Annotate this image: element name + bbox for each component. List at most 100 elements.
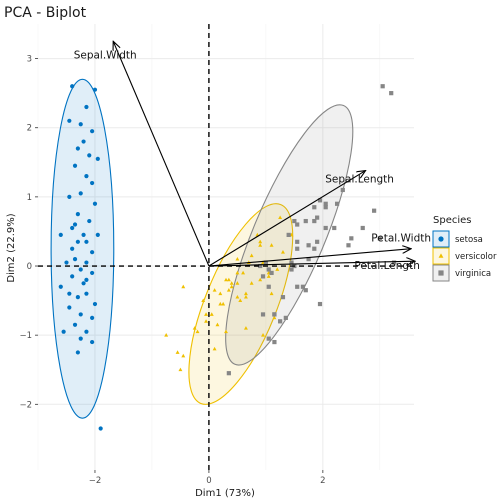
point-virginica: [306, 243, 311, 248]
point-virginica: [283, 315, 288, 320]
point-versicolor: [218, 291, 223, 296]
axis-ticks: −2 0 2 −2 −1 0 1 2 3: [19, 55, 325, 486]
legend: Species setosa versicolor virginica: [432, 215, 497, 282]
legend-marker-versicolor: [438, 253, 444, 258]
arrow-sepal-length: [208, 171, 366, 267]
point-versicolor: [224, 277, 228, 282]
variable-label: Sepal.Width: [74, 49, 137, 61]
point-setosa: [87, 153, 92, 158]
y-tick-label: −2: [19, 400, 32, 410]
point-setosa: [90, 315, 95, 320]
legend-marker-setosa: [438, 236, 444, 242]
point-virginica: [332, 225, 337, 231]
arrow-sepal-width: [113, 41, 210, 267]
x-tick-label: −2: [89, 476, 102, 486]
point-versicolor: [278, 215, 283, 220]
point-setosa: [92, 201, 98, 206]
point-virginica: [372, 208, 377, 213]
point-versicolor: [212, 288, 217, 292]
point-setosa: [72, 222, 78, 227]
point-virginica: [289, 267, 294, 272]
point-setosa: [70, 84, 75, 89]
point-versicolor: [243, 291, 248, 296]
point-versicolor: [266, 274, 271, 278]
point-versicolor: [192, 326, 197, 330]
point-versicolor: [238, 298, 243, 303]
point-virginica: [258, 263, 263, 269]
point-setosa: [75, 239, 80, 244]
point-versicolor: [241, 270, 246, 275]
point-virginica: [312, 246, 317, 251]
point-virginica: [272, 339, 277, 345]
point-versicolor: [218, 301, 223, 306]
point-setosa: [67, 305, 72, 310]
point-versicolor: [235, 256, 240, 261]
x-tick-label: 0: [206, 476, 211, 486]
point-setosa: [72, 322, 78, 327]
y-tick-label: 3: [27, 55, 32, 65]
x-tick-label: 2: [320, 476, 325, 486]
point-versicolor: [258, 277, 263, 282]
point-versicolor: [249, 281, 254, 285]
point-setosa: [72, 257, 78, 262]
point-versicolor: [243, 294, 248, 299]
x-axis-label: Dim1 (73%): [195, 488, 255, 499]
point-virginica: [292, 218, 297, 224]
point-versicolor: [281, 250, 285, 254]
point-setosa: [95, 156, 100, 161]
point-virginica: [360, 225, 365, 231]
point-versicolor: [226, 288, 231, 292]
point-virginica: [295, 239, 300, 244]
y-axis-label: Dim2 (22.9%): [6, 213, 17, 282]
point-virginica: [340, 187, 345, 193]
point-virginica: [315, 215, 320, 220]
point-setosa: [72, 163, 78, 168]
legend-marker-virginica: [438, 270, 444, 276]
variable-label: Petal.Length: [354, 260, 419, 272]
point-versicolor: [269, 243, 274, 247]
point-virginica: [312, 205, 317, 210]
point-virginica: [389, 91, 394, 96]
point-setosa: [67, 118, 72, 123]
point-virginica: [280, 295, 286, 300]
legend-label-versicolor: versicolor: [455, 252, 497, 262]
point-setosa: [70, 225, 75, 231]
point-virginica: [266, 336, 271, 341]
point-versicolor: [258, 243, 263, 247]
point-versicolor: [235, 281, 240, 285]
point-setosa: [90, 270, 95, 276]
point-versicolor: [235, 294, 240, 299]
point-virginica: [323, 201, 328, 206]
point-versicolor: [249, 253, 254, 258]
point-setosa: [90, 250, 95, 255]
point-setosa: [92, 87, 98, 92]
point-versicolor: [204, 312, 209, 316]
point-versicolor: [178, 367, 183, 372]
point-setosa: [95, 232, 100, 237]
point-virginica: [286, 232, 291, 237]
point-virginica: [266, 267, 271, 272]
point-versicolor: [175, 350, 180, 354]
point-versicolor: [204, 319, 209, 323]
point-virginica: [377, 236, 382, 241]
point-virginica: [263, 260, 268, 265]
point-virginica: [323, 225, 328, 231]
point-setosa: [81, 232, 86, 237]
point-setosa: [58, 232, 63, 237]
point-virginica: [306, 257, 311, 262]
point-versicolor: [258, 239, 263, 244]
point-virginica: [315, 239, 320, 244]
point-virginica: [269, 270, 274, 276]
point-versicolor: [201, 298, 206, 303]
point-versicolor: [195, 329, 200, 334]
point-setosa: [84, 104, 89, 110]
point-versicolor: [164, 333, 169, 337]
confidence-ellipses: [50, 78, 354, 419]
point-virginica: [295, 284, 300, 289]
point-setosa: [92, 301, 98, 307]
point-virginica: [278, 319, 283, 324]
point-versicolor: [221, 301, 226, 306]
point-virginica: [317, 198, 323, 203]
point-versicolor: [229, 281, 234, 285]
legend-title: Species: [433, 215, 472, 226]
